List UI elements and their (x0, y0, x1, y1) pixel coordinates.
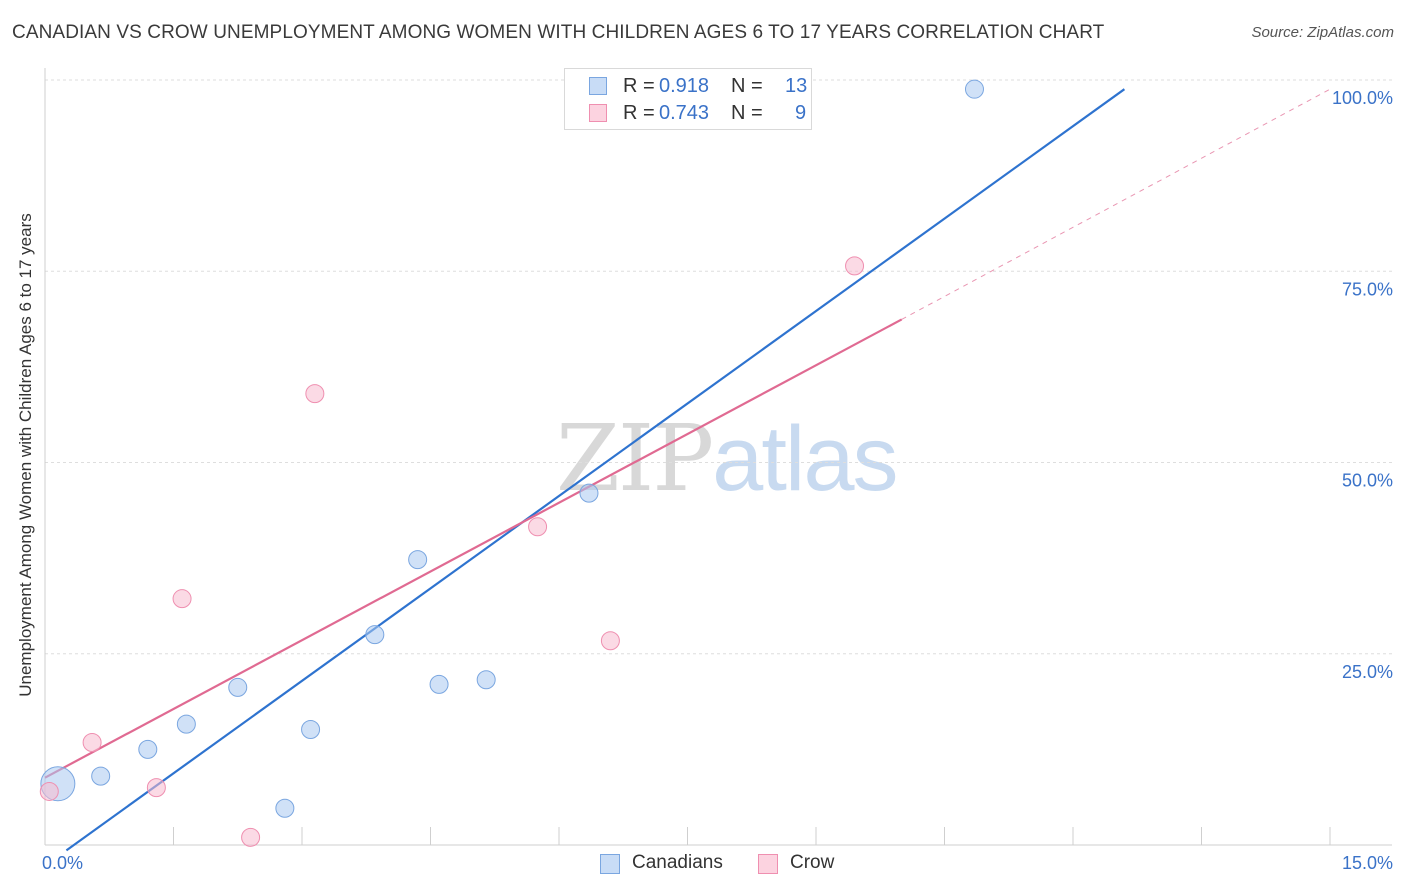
y-tick-label: 50.0% (1342, 471, 1393, 491)
axes (44, 68, 1392, 846)
tick-labels: 100.0% 75.0% 50.0% 25.0% 0.0% 15.0% (42, 88, 1393, 873)
trend-lines (44, 88, 1331, 852)
x-tick-label: 0.0% (42, 853, 83, 873)
series-swatch-crow (758, 854, 778, 874)
legend-r-value: 0.743 (659, 102, 710, 124)
point-canadians (228, 677, 248, 697)
legend-swatch-crow (589, 104, 607, 122)
correlation-legend: R = 0.918 N = 13 R = 0.743 N = 9 (564, 68, 812, 130)
legend-r-value: 0.918 (659, 75, 710, 97)
point-canadians (408, 550, 428, 570)
trend-extension-crow (901, 88, 1331, 320)
y-tick-label: 75.0% (1342, 279, 1393, 299)
point-crow (528, 517, 548, 537)
point-crow (82, 732, 102, 752)
point-crow (305, 384, 325, 404)
x-tick-label: 15.0% (1342, 853, 1393, 873)
series-swatch-canadians (600, 854, 620, 874)
y-tick-label: 25.0% (1342, 662, 1393, 682)
chart-title: CANADIAN VS CROW UNEMPLOYMENT AMONG WOME… (12, 22, 1105, 43)
point-canadians (275, 798, 295, 818)
point-crow (845, 256, 865, 276)
legend-swatch-canadians (589, 77, 607, 95)
series-label-canadians: Canadians (632, 852, 723, 873)
data-points (39, 79, 984, 847)
point-crow (172, 589, 192, 609)
point-canadians (964, 79, 984, 99)
legend-n-label: N = (731, 75, 763, 97)
trend-line-crow (44, 318, 903, 779)
grid-lines (45, 79, 1392, 655)
legend-r-label: R = (623, 102, 655, 124)
point-canadians (301, 719, 321, 739)
legend-r-label: R = (623, 75, 655, 97)
y-tick-label: 100.0% (1332, 88, 1393, 108)
source-credit: Source: ZipAtlas.com (1251, 24, 1394, 41)
point-crow (146, 778, 166, 798)
point-canadians (138, 739, 158, 759)
point-crow (600, 631, 620, 651)
y-axis-label: Unemployment Among Women with Children A… (16, 213, 35, 697)
point-crow (39, 781, 59, 801)
point-crow (241, 827, 261, 847)
point-canadians (365, 625, 385, 645)
trend-line-canadians (65, 88, 1126, 852)
series-label-crow: Crow (790, 852, 835, 873)
point-canadians (579, 483, 599, 503)
legend-n-label: N = (731, 102, 763, 124)
point-canadians (176, 714, 196, 734)
point-canadians (91, 766, 111, 786)
legend-n-value: 9 (795, 102, 807, 124)
point-canadians (476, 670, 496, 690)
point-canadians (429, 674, 449, 694)
legend-n-value: 13 (785, 75, 808, 97)
